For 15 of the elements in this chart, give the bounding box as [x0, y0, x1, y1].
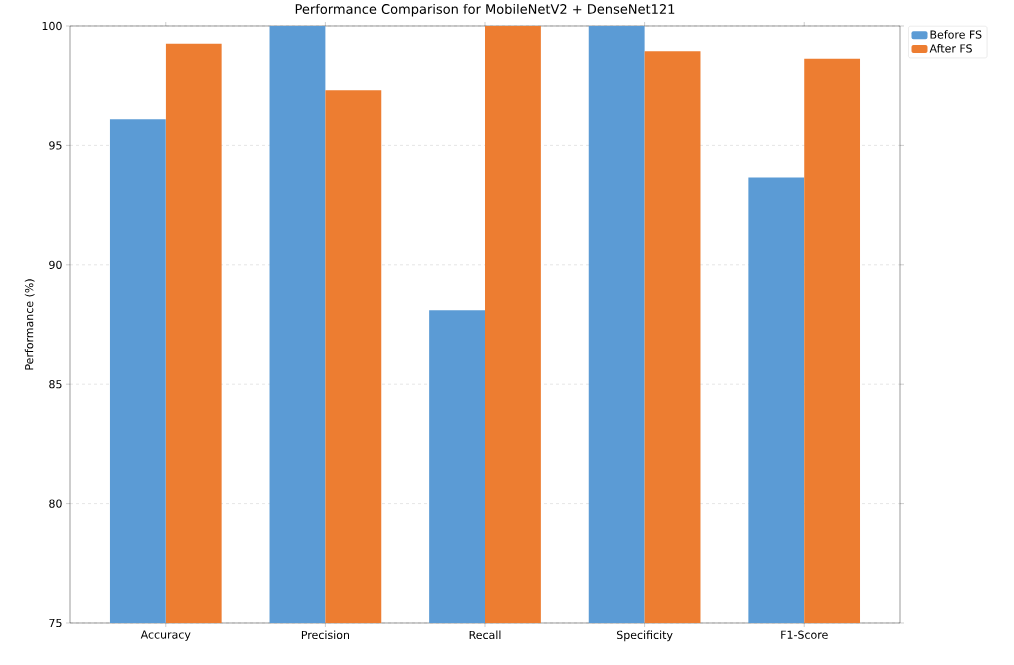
- x-tick-label: Specificity: [616, 630, 673, 642]
- y-tick-label: 80: [49, 499, 62, 508]
- legend-label: Before FS: [930, 30, 982, 39]
- x-tick-label: Accuracy: [140, 630, 191, 641]
- y-tick-label: 95: [49, 141, 62, 150]
- chart-title: Performance Comparison for MobileNetV2 + DenseNet121: [295, 3, 675, 17]
- x-tick-label: Precision: [301, 630, 349, 640]
- y-axis-title: Performance (%): [24, 279, 35, 370]
- x-tick-label: F1-Score: [781, 630, 828, 639]
- y-tick-label: 90: [49, 260, 62, 269]
- x-tick-label: Recall: [469, 630, 501, 640]
- y-tick-label: 100: [42, 21, 62, 31]
- legend-label: After FS: [929, 44, 972, 53]
- y-tick-label: 85: [49, 380, 62, 389]
- y-tick-label: 75: [49, 618, 62, 628]
